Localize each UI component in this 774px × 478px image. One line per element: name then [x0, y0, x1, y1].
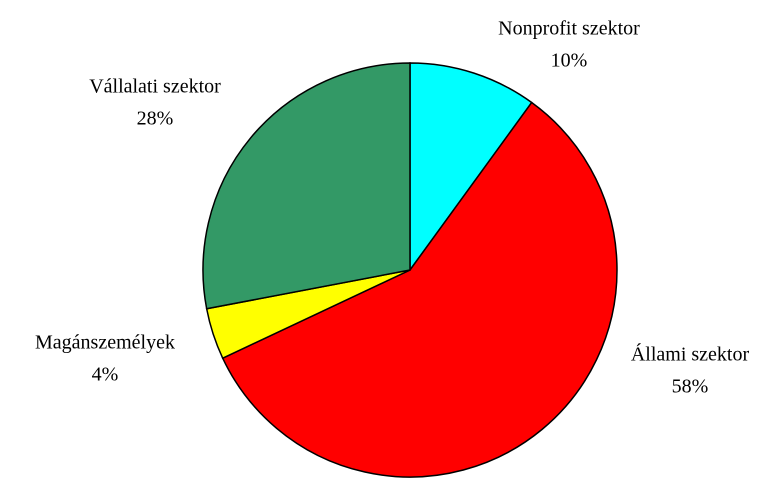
pie-slice	[409, 62, 533, 273]
slice-value-label: 58%	[672, 376, 709, 398]
slice-value-label: 10%	[551, 50, 588, 72]
slice-label: Nonprofit szektor	[498, 18, 640, 40]
slice-value-label: 4%	[92, 364, 119, 386]
slice-label: Vállalati szektor	[89, 76, 221, 98]
pie-slice	[221, 101, 618, 478]
slice-label: Állami szektor	[631, 343, 750, 366]
pie-slice	[202, 62, 411, 310]
slice-value-label: 28%	[137, 108, 174, 130]
slice-label: Magánszemélyek	[35, 332, 175, 354]
